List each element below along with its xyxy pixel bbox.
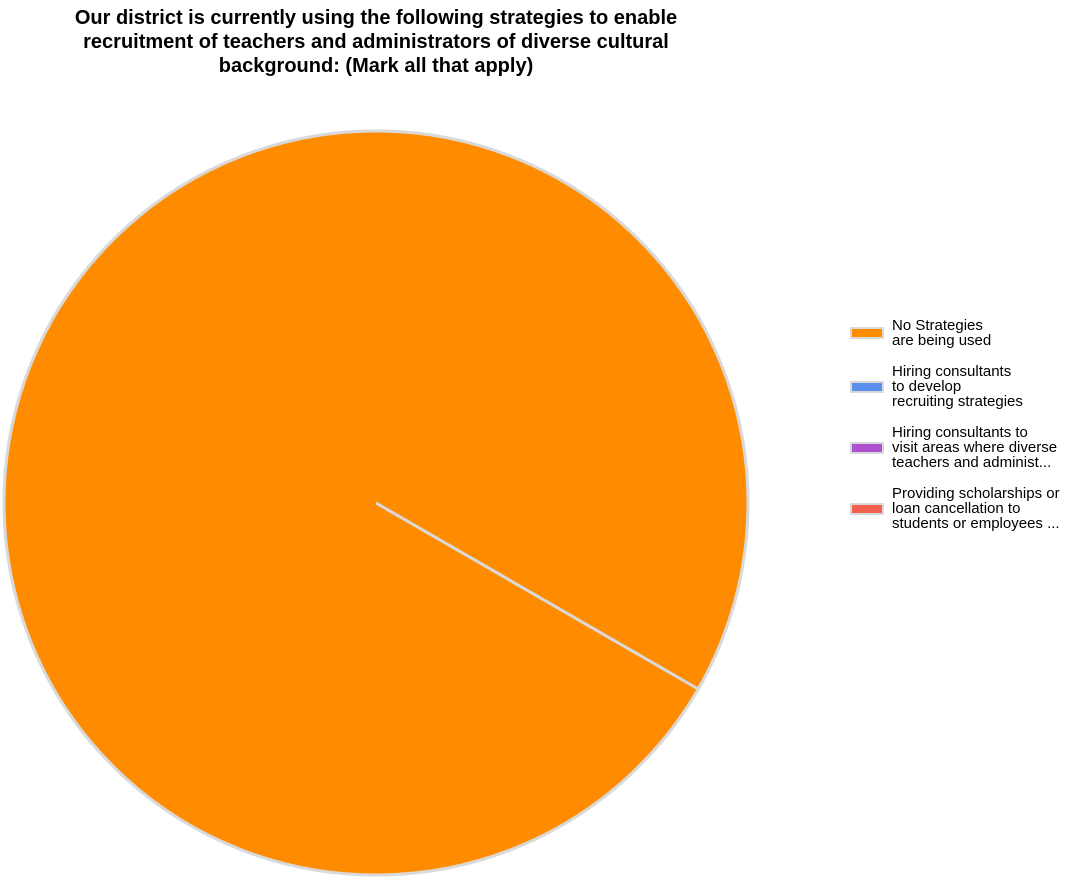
pie-slice-separator [375,501,699,691]
legend-item-3[interactable]: Providing scholarships or loan cancellat… [848,486,1084,531]
chart-title: Our district is currently using the foll… [74,7,678,77]
legend-item-0[interactable]: No Strategies are being used [848,318,1084,348]
legend-label: Providing scholarships or loan cancellat… [892,485,1060,532]
legend-label: No Strategies are being used [892,317,992,349]
legend: No Strategies are being used Hiring consu… [848,318,1084,547]
legend-label: Hiring consultants to visit areas where … [892,424,1058,471]
legend-swatch [850,327,884,339]
pie-slices [2,129,750,877]
legend-item-1[interactable]: Hiring consultants to develop recruiting… [848,364,1084,409]
legend-label: Hiring consultants to develop recruiting… [892,363,1023,410]
legend-swatch [850,442,884,454]
legend-swatch [850,381,884,393]
legend-swatch [850,503,884,515]
legend-item-2[interactable]: Hiring consultants to visit areas where … [848,425,1084,470]
